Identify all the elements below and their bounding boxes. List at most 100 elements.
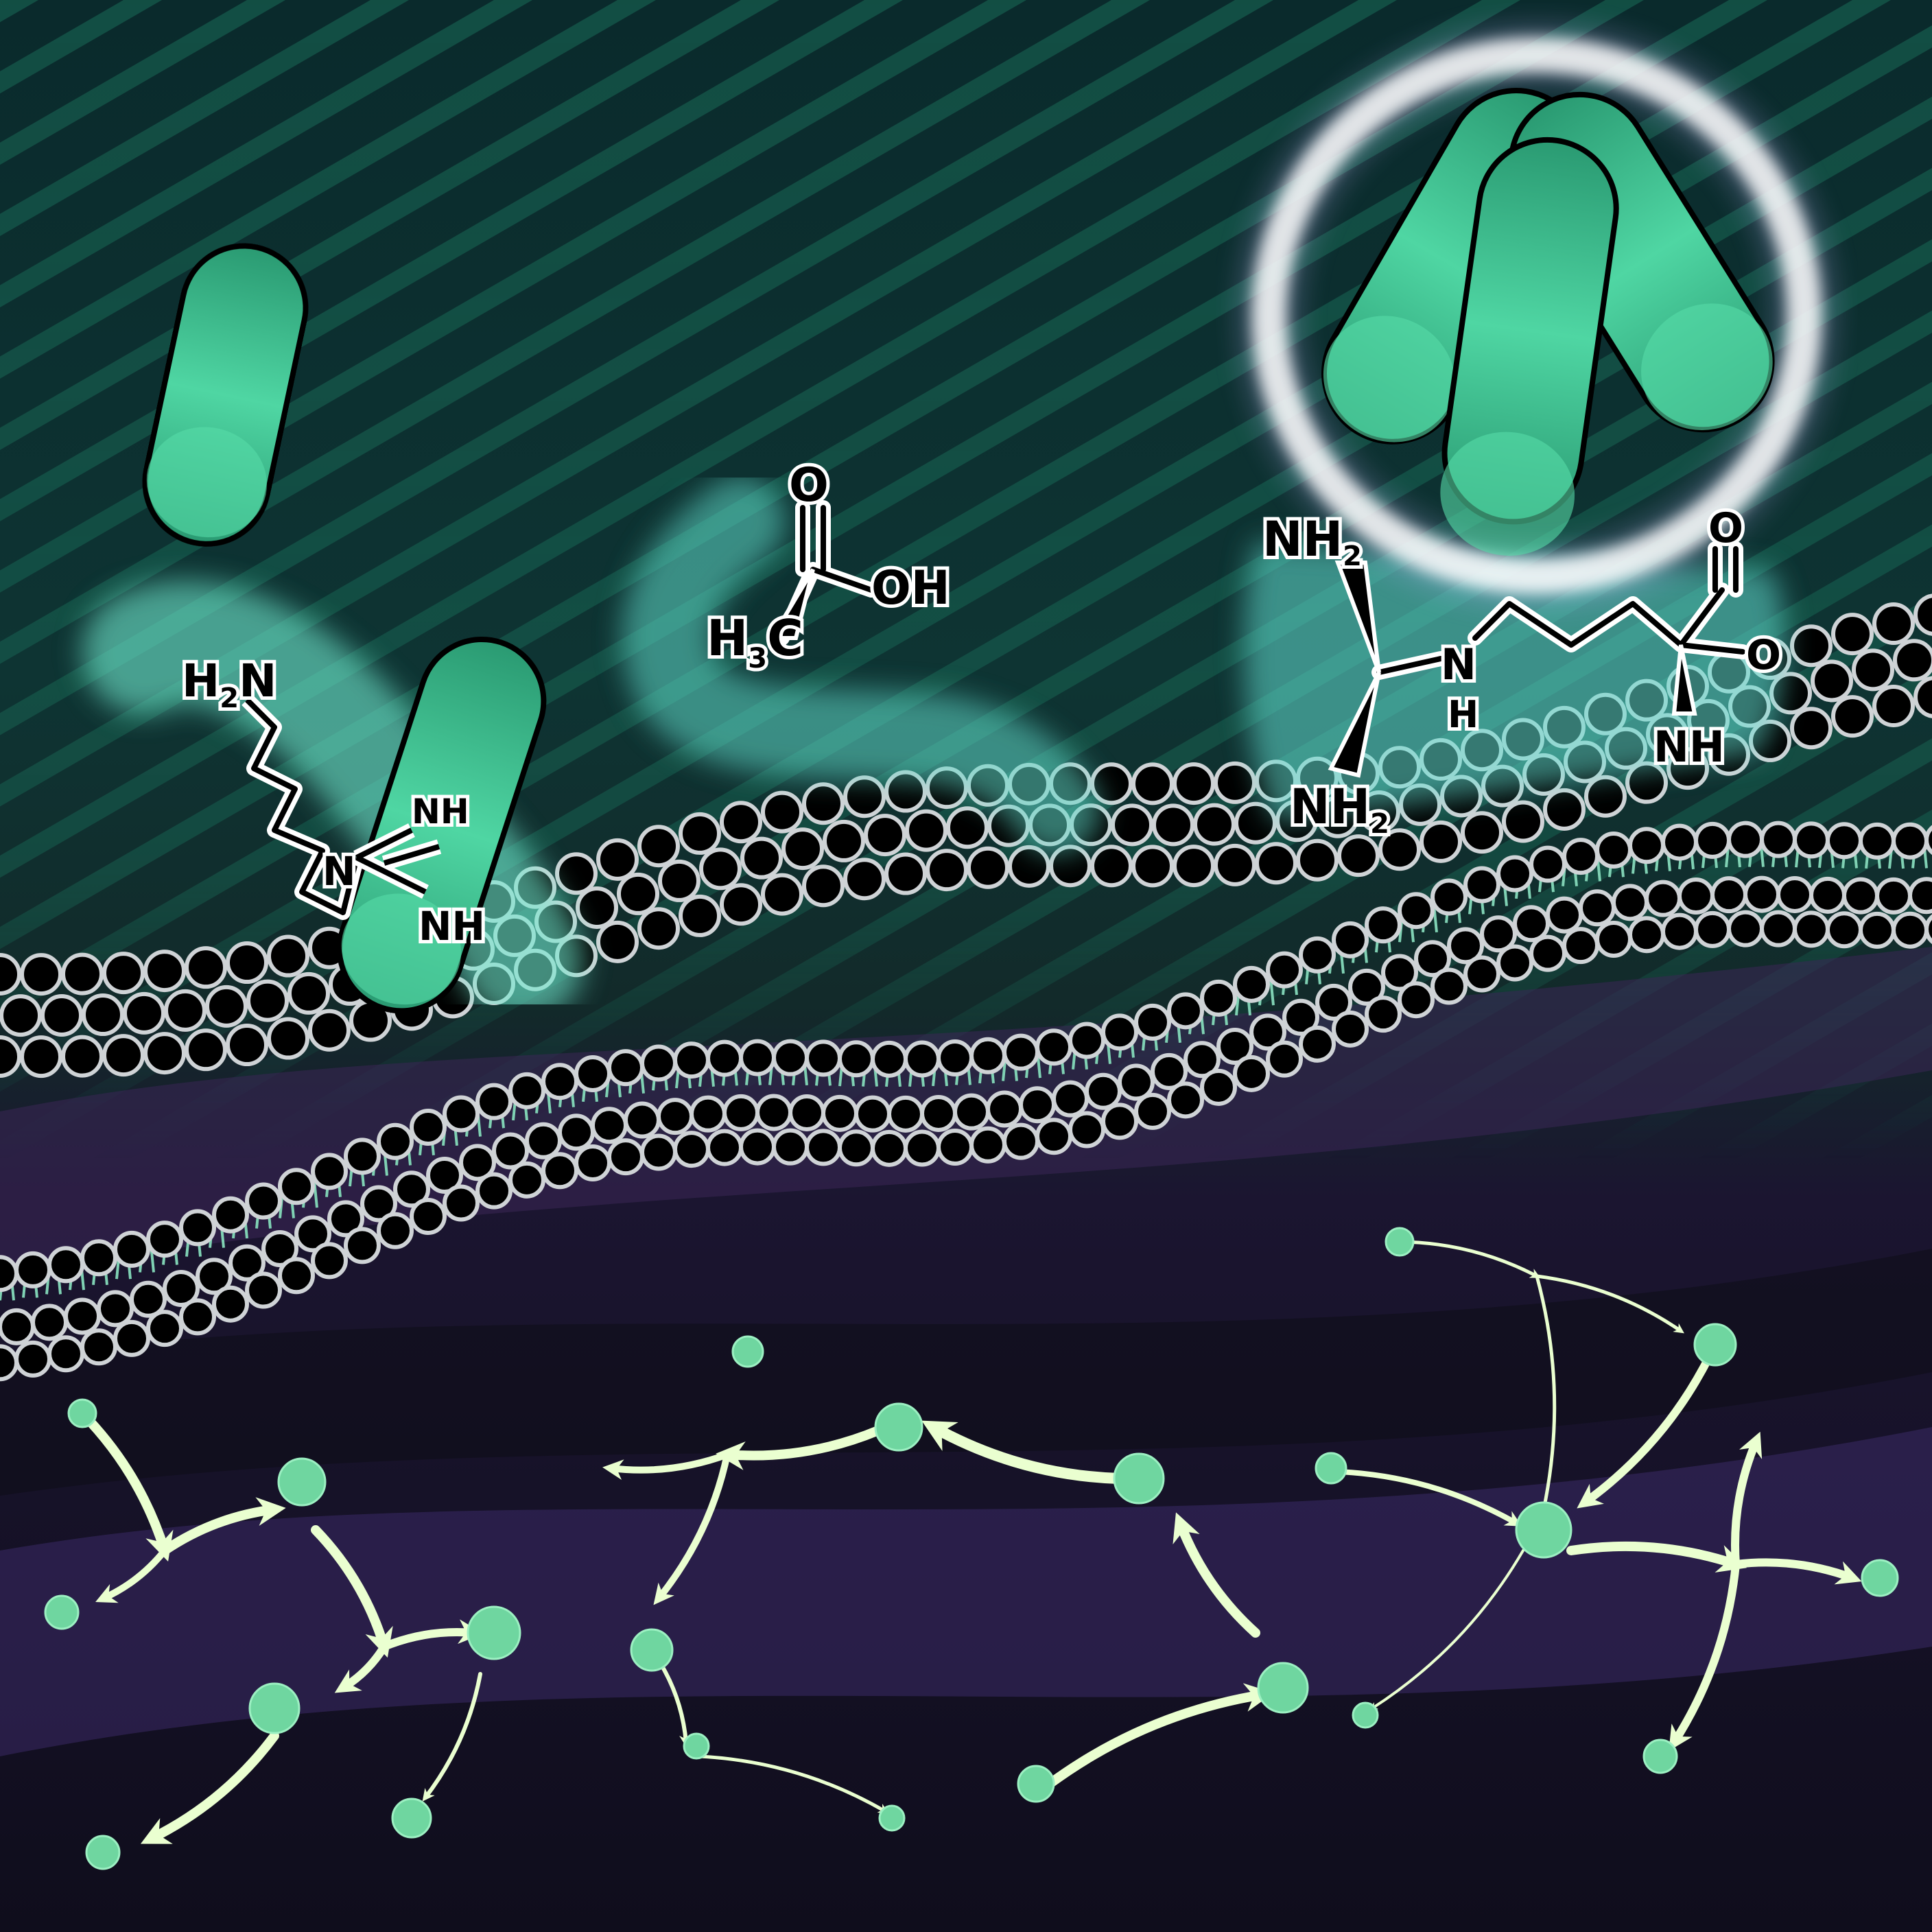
- lipid-head: [838, 1040, 875, 1078]
- network-node: [467, 1605, 521, 1660]
- lipid-head: [969, 1126, 1006, 1164]
- lipid-head: [1760, 821, 1797, 858]
- lipid-head: [905, 809, 947, 852]
- lipid-head: [0, 1255, 19, 1293]
- lipid-head: [1924, 914, 1932, 945]
- network-arrow: [1173, 1512, 1260, 1638]
- lipid-head: [1299, 936, 1336, 974]
- acetic-h3c-h: H: [707, 609, 748, 667]
- network-node: [1693, 1323, 1737, 1367]
- network-node: [1257, 1662, 1309, 1714]
- lipid-head: [1562, 838, 1599, 875]
- svg-text:NH2: NH2: [1290, 779, 1389, 840]
- network-node: [1352, 1701, 1379, 1729]
- lipid-head: [426, 1157, 463, 1194]
- bacteria: [142, 87, 1775, 1014]
- lipid-head: [443, 1095, 480, 1133]
- lipid-head: [541, 1063, 578, 1100]
- lipid-head: [1101, 1013, 1138, 1051]
- lipid-head: [1872, 602, 1915, 646]
- lipid-head: [637, 907, 680, 950]
- lipid-head: [624, 1101, 661, 1139]
- lipid-head: [1068, 1022, 1105, 1059]
- lipid-head: [555, 852, 598, 895]
- network-arrow: [1732, 1558, 1862, 1585]
- network-node: [44, 1594, 80, 1630]
- lipid-head: [1002, 1122, 1039, 1160]
- lipid-head: [541, 1152, 578, 1190]
- lipid-head: [261, 1230, 298, 1268]
- lipid-head: [1173, 845, 1215, 888]
- lipid-head: [1892, 911, 1929, 949]
- lipid-head: [740, 836, 783, 880]
- lipid-head: [1282, 998, 1319, 1036]
- lipid-head: [722, 1094, 759, 1131]
- lipid-head: [1496, 855, 1533, 893]
- network-arrow: [1398, 1240, 1541, 1278]
- lipid-head: [212, 1285, 249, 1323]
- network-node: [391, 1798, 432, 1839]
- svg-text:H3C: H3C: [707, 609, 803, 674]
- svg-text:H2N: H2N: [182, 655, 276, 714]
- lipid-head: [1645, 880, 1682, 917]
- lipid-head: [1790, 707, 1833, 750]
- lipid-head: [1661, 912, 1698, 950]
- lipid-head: [61, 1035, 104, 1078]
- lipid-head: [102, 952, 145, 995]
- lipid-head: [673, 1041, 710, 1079]
- lipid-head: [1332, 921, 1369, 958]
- lipid-head: [1337, 834, 1380, 877]
- lipid-head: [1365, 906, 1402, 944]
- lipid-head: [1167, 1081, 1204, 1119]
- lipid-head: [246, 979, 289, 1022]
- lipid-head: [673, 1131, 710, 1168]
- lipid-head: [1183, 1041, 1221, 1079]
- lipid-head: [1234, 801, 1277, 845]
- lipid-head: [1543, 788, 1586, 831]
- lipid-head: [1826, 822, 1863, 860]
- metabolic-network: [44, 1227, 1899, 1870]
- lipid-head: [1710, 876, 1747, 914]
- agmatine-h2n-sub: 2: [220, 683, 239, 714]
- network-arrow: [334, 1642, 388, 1693]
- lipid-head: [64, 1297, 101, 1335]
- lipid-head: [185, 946, 227, 989]
- lipid-head: [1266, 951, 1303, 989]
- lipid-head: [1628, 916, 1665, 954]
- lipid-head: [475, 1083, 513, 1120]
- lipid-head: [525, 1122, 562, 1159]
- lipid-head: [772, 1039, 809, 1076]
- lipid-head: [772, 1128, 809, 1166]
- lipid-head: [1913, 676, 1932, 718]
- lipid-head: [179, 1209, 216, 1247]
- bacterium-cluster-middle: [1440, 137, 1619, 556]
- lipid-head: [1167, 992, 1204, 1030]
- network-node: [1642, 1739, 1678, 1774]
- network-arrow: [1669, 1560, 1740, 1752]
- network-arrow: [1369, 1549, 1524, 1710]
- acetic-oh: OH: [871, 561, 950, 615]
- lipid-head: [459, 1144, 496, 1181]
- lipid-head: [143, 1032, 186, 1075]
- lipid-head: [1233, 965, 1270, 1003]
- lipid-head: [47, 1335, 84, 1373]
- arginine-nh2-top: NH: [1262, 511, 1343, 567]
- purple-band-lower: [0, 1427, 1932, 1756]
- arginine-o-top: O: [1708, 504, 1743, 552]
- lipid-head: [1727, 821, 1764, 858]
- lipid-head: [1694, 821, 1731, 859]
- lipid-head: [267, 934, 309, 978]
- lipid-head: [854, 1095, 891, 1133]
- lipid-head: [196, 1258, 233, 1295]
- lipid-head: [1628, 827, 1665, 864]
- network-arrow: [698, 1754, 889, 1813]
- lipid-head: [1562, 927, 1599, 965]
- network-node: [1385, 1227, 1415, 1257]
- lipid-head: [699, 847, 742, 891]
- lipid-head: [739, 1039, 776, 1076]
- lipid-head: [245, 1182, 282, 1220]
- lipid-head: [658, 859, 700, 902]
- svg-text:NH2: NH2: [1262, 511, 1362, 572]
- lipid-head: [1790, 624, 1833, 668]
- lipid-head: [1831, 613, 1874, 656]
